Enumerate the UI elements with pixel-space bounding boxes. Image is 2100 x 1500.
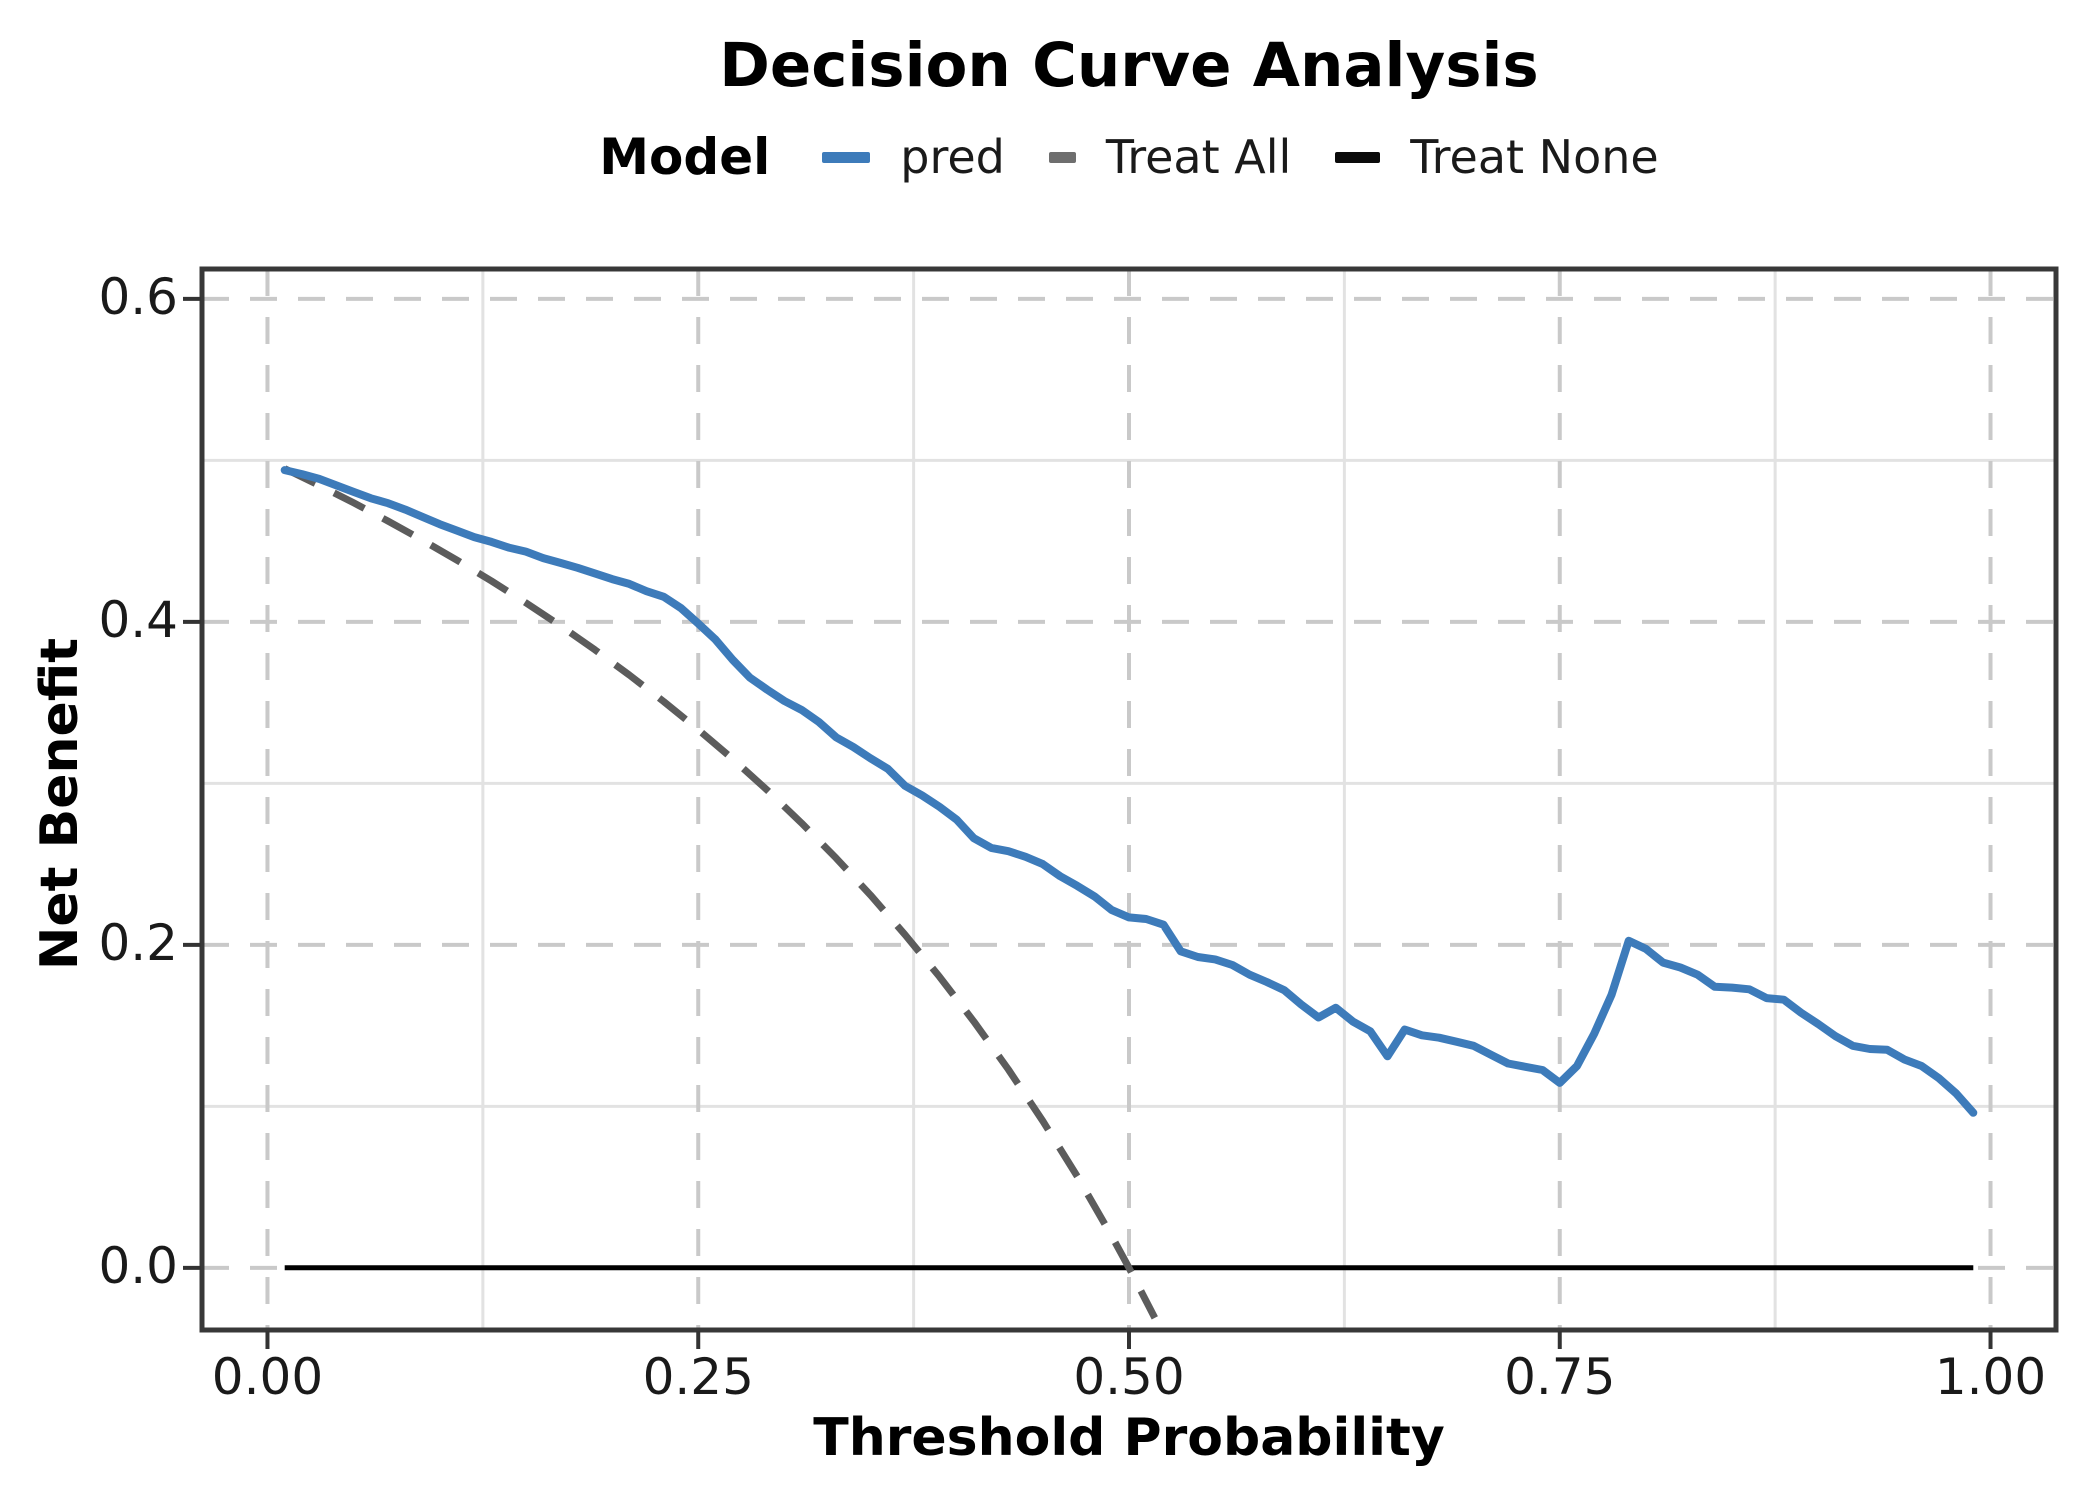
x-tick-label: 0.25	[642, 1348, 754, 1406]
panel-border	[199, 266, 2059, 1333]
legend-item-label: pred	[900, 130, 1005, 184]
legend: Model pred Treat All Treat None	[202, 122, 2056, 192]
x-tick-label: 0.50	[1073, 1348, 1185, 1406]
legend-key-dash-icon	[1048, 151, 1076, 163]
x-axis-title: Threshold Probability	[813, 1408, 1445, 1468]
legend-items: pred Treat All Treat None	[822, 130, 1659, 184]
y-tick-label: 0.0	[98, 1236, 178, 1295]
y-tick-label: 0.6	[98, 267, 178, 326]
series-line-treat-all	[283, 465, 1158, 1320]
legend-key-solid-line-icon	[1335, 151, 1381, 163]
legend-title: Model	[599, 128, 771, 186]
series-line-pred	[280, 466, 1978, 1117]
y-axis-title: Net Benefit	[30, 637, 90, 971]
major-gridlines	[202, 269, 2056, 1330]
x-tick-label: 1.00	[1934, 1348, 2047, 1406]
legend-item-treat-none: Treat None	[1335, 130, 1659, 184]
y-tick-label: 0.4	[98, 590, 178, 649]
x-tick-label: 0.75	[1504, 1348, 1616, 1406]
series-lines	[280, 465, 1978, 1320]
legend-item-label: Treat None	[1410, 130, 1659, 184]
legend-item-pred: pred	[822, 130, 1005, 184]
legend-key-solid-line-icon	[822, 151, 871, 163]
x-tick-label: 0.00	[211, 1348, 324, 1406]
axis-tick-marks	[183, 296, 1993, 1349]
y-tick-label: 0.2	[98, 913, 178, 972]
legend-item-label: Treat All	[1105, 130, 1292, 184]
chart-title: Decision Curve Analysis	[719, 30, 1539, 101]
legend-item-treat-all: Treat All	[1048, 130, 1292, 184]
